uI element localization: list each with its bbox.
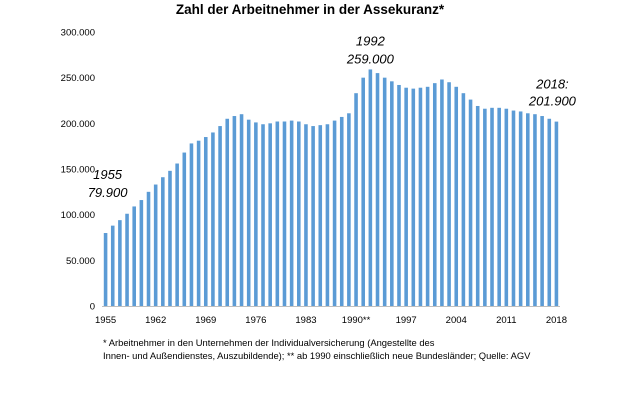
bar — [375, 73, 380, 306]
bar — [175, 163, 179, 306]
bar — [289, 120, 294, 306]
bar — [146, 191, 151, 306]
bar — [461, 93, 466, 306]
bar — [297, 121, 301, 306]
bar — [526, 113, 530, 306]
bar — [161, 177, 165, 306]
bar — [318, 125, 323, 306]
bar — [261, 124, 265, 306]
bar — [425, 86, 430, 306]
bar — [153, 184, 158, 306]
bar — [511, 110, 516, 306]
bar — [189, 143, 194, 306]
y-tick-label: 200.000 — [61, 119, 95, 130]
bar — [361, 77, 365, 306]
bar — [211, 132, 215, 306]
annotation-label: 201.900 — [528, 94, 577, 109]
bar — [118, 220, 122, 306]
x-tick-label: 2004 — [446, 315, 467, 326]
footnote: * Arbeitnehmer in den Unternehmen der In… — [103, 336, 603, 362]
bar-series — [103, 69, 559, 307]
x-tick-label: 1976 — [245, 315, 266, 326]
bar — [225, 118, 230, 307]
annotation-label: 1992 — [356, 33, 386, 48]
bar — [454, 86, 459, 306]
bar — [397, 84, 401, 306]
x-tick-label: 1962 — [145, 315, 166, 326]
bar — [254, 122, 258, 306]
bar — [203, 137, 208, 306]
bar — [440, 79, 444, 307]
x-tick-label: 1969 — [195, 315, 216, 326]
footnote-line-1: * Arbeitnehmer in den Unternehmen der In… — [103, 337, 435, 348]
bar — [540, 116, 544, 306]
y-tick-label: 0 — [90, 302, 95, 313]
x-tick-label: 1990** — [342, 315, 371, 326]
bar — [533, 114, 537, 306]
y-tick-label: 150.000 — [61, 165, 95, 176]
bar — [418, 87, 423, 307]
bar — [404, 87, 408, 307]
bar — [182, 152, 187, 306]
bar — [304, 124, 308, 306]
bar — [103, 233, 108, 306]
x-tick-label: 2018 — [546, 315, 567, 326]
bar — [432, 83, 437, 307]
annotation-label: 79.900 — [88, 185, 129, 200]
bar — [275, 121, 280, 306]
annotation-label: 2018: — [535, 77, 569, 92]
bar — [268, 123, 272, 306]
bar — [325, 124, 330, 306]
bar — [168, 170, 172, 306]
annotation-label: 259.000 — [346, 51, 395, 66]
bar — [347, 113, 351, 306]
bar — [246, 119, 251, 307]
bar — [282, 121, 287, 306]
bar — [382, 77, 387, 306]
annotations: 1955 79.900 1992 259.000 2018: 201.900 — [88, 33, 577, 200]
bar — [311, 126, 315, 306]
x-axis: 1955 1962 1969 1976 1983 1990** 1997 2004 2011 20… — [95, 315, 567, 326]
x-tick-label: 1955 — [95, 315, 116, 326]
y-axis: 0 50.000 100.000 150.000 200.000 250.000 300.0… — [61, 28, 95, 313]
annotation-label: 1955 — [93, 167, 123, 182]
bar — [390, 81, 394, 306]
bar — [239, 114, 244, 306]
y-tick-label: 100.000 — [61, 210, 95, 221]
x-tick-label: 1983 — [295, 315, 316, 326]
bar — [447, 82, 451, 306]
y-tick-label: 50.000 — [66, 256, 95, 267]
bar — [504, 108, 509, 306]
bar — [196, 140, 201, 306]
bar — [139, 200, 144, 306]
y-tick-label: 250.000 — [61, 73, 95, 84]
bar — [232, 116, 237, 306]
bar — [547, 118, 552, 307]
bar — [475, 105, 480, 306]
chart-title: Zahl der Arbeitnehmer in der Assekuranz* — [175, 2, 445, 17]
bar — [125, 213, 129, 306]
y-tick-label: 300.000 — [61, 28, 95, 39]
bar — [368, 69, 373, 306]
bar — [132, 206, 136, 306]
bar — [339, 116, 344, 306]
bar — [468, 99, 473, 306]
bar — [490, 107, 494, 306]
bar — [354, 93, 358, 306]
bar — [110, 225, 115, 306]
bar — [411, 88, 416, 306]
bar — [497, 107, 501, 306]
x-tick-label: 1997 — [396, 315, 417, 326]
bar — [554, 121, 559, 306]
x-tick-label: 2011 — [496, 315, 516, 326]
bar — [518, 111, 523, 307]
bar — [332, 120, 337, 306]
bar — [218, 126, 222, 306]
bar — [483, 108, 487, 306]
footnote-line-2: Innen- und Außendienstes, Auszubildende)… — [103, 350, 531, 362]
